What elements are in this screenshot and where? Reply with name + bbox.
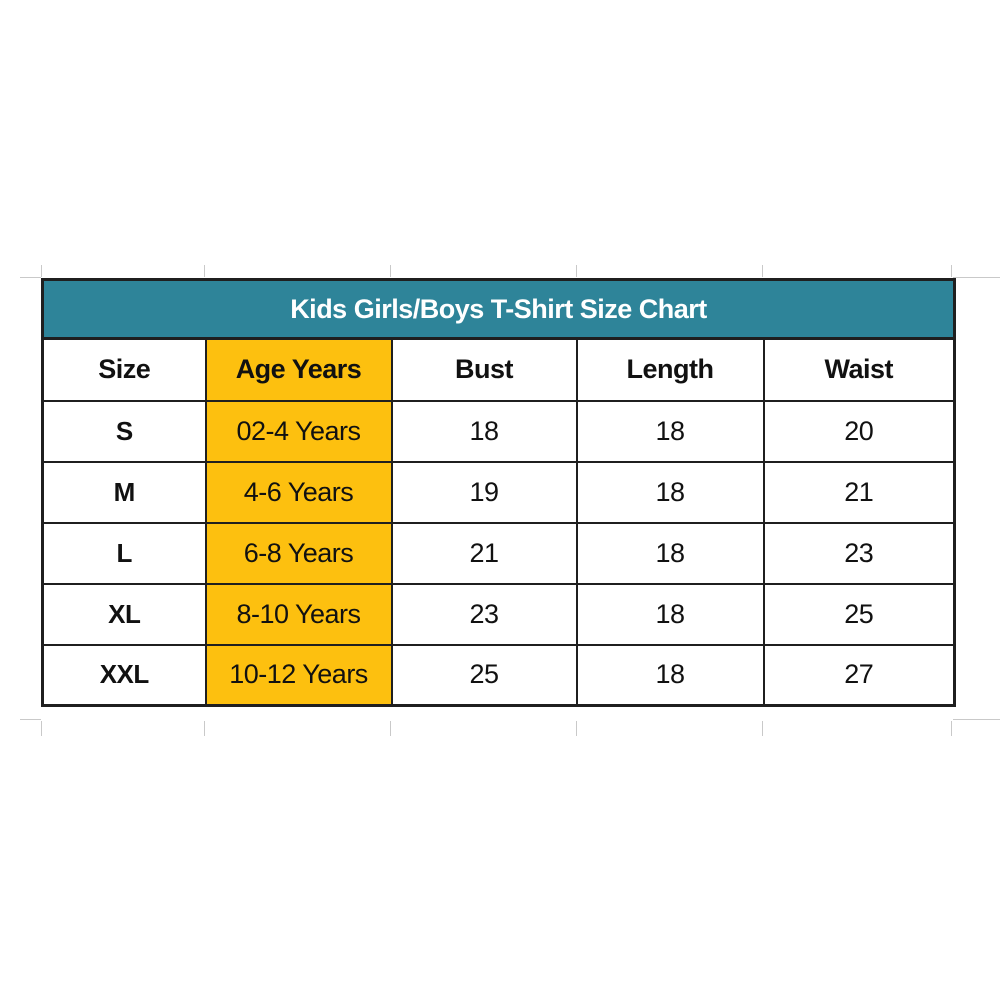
age-cell: 6-8 Years	[204, 521, 393, 585]
age-cell: 8-10 Years	[204, 582, 393, 646]
age-cell: 4-6 Years	[204, 460, 393, 524]
gridline-stub	[951, 721, 952, 736]
length-cell: 18	[575, 460, 765, 524]
col-header-age-years: Age Years	[204, 337, 393, 402]
gridline-stub	[204, 721, 205, 736]
table-title-row: Kids Girls/Boys T-Shirt Size Chart	[41, 278, 956, 340]
col-header-size: Size	[41, 337, 207, 402]
gridline-stub	[951, 265, 952, 277]
gridline-stub	[41, 721, 42, 736]
gridline-stub	[576, 265, 577, 277]
table-title: Kids Girls/Boys T-Shirt Size Chart	[41, 278, 956, 340]
size-cell: S	[41, 399, 207, 463]
size-chart-table: Kids Girls/Boys T-Shirt Size Chart Size …	[41, 278, 956, 707]
col-header-bust: Bust	[390, 337, 578, 402]
length-cell: 18	[575, 399, 765, 463]
gridline-stub	[41, 265, 42, 277]
col-header-length: Length	[575, 337, 765, 402]
gridline-stub	[20, 277, 41, 278]
size-cell: L	[41, 521, 207, 585]
table-row-m: M 4-6 Years 19 18 21	[41, 460, 956, 524]
table-row-l: L 6-8 Years 21 18 23	[41, 521, 956, 585]
size-cell: M	[41, 460, 207, 524]
gridline-stub	[204, 265, 205, 277]
length-cell: 18	[575, 643, 765, 707]
size-cell: XXL	[41, 643, 207, 707]
col-header-waist: Waist	[762, 337, 956, 402]
waist-cell: 21	[762, 460, 956, 524]
gridline-stub	[576, 721, 577, 736]
table-header-row: Size Age Years Bust Length Waist	[41, 337, 956, 402]
gridline-stub	[762, 721, 763, 736]
bust-cell: 21	[390, 521, 578, 585]
length-cell: 18	[575, 521, 765, 585]
table-row-xl: XL 8-10 Years 23 18 25	[41, 582, 956, 646]
gridline-stub	[20, 719, 41, 720]
gridline-stub	[762, 265, 763, 277]
gridline-stub	[953, 719, 1000, 720]
bust-cell: 18	[390, 399, 578, 463]
age-cell: 10-12 Years	[204, 643, 393, 707]
bust-cell: 19	[390, 460, 578, 524]
waist-cell: 27	[762, 643, 956, 707]
bust-cell: 23	[390, 582, 578, 646]
table-row-s: S 02-4 Years 18 18 20	[41, 399, 956, 463]
gridline-stub	[390, 265, 391, 277]
gridline-stub	[953, 277, 1000, 278]
waist-cell: 25	[762, 582, 956, 646]
age-cell: 02-4 Years	[204, 399, 393, 463]
waist-cell: 23	[762, 521, 956, 585]
bust-cell: 25	[390, 643, 578, 707]
length-cell: 18	[575, 582, 765, 646]
gridline-stub	[390, 721, 391, 736]
table-row-xxl: XXL 10-12 Years 25 18 27	[41, 643, 956, 707]
size-cell: XL	[41, 582, 207, 646]
waist-cell: 20	[762, 399, 956, 463]
